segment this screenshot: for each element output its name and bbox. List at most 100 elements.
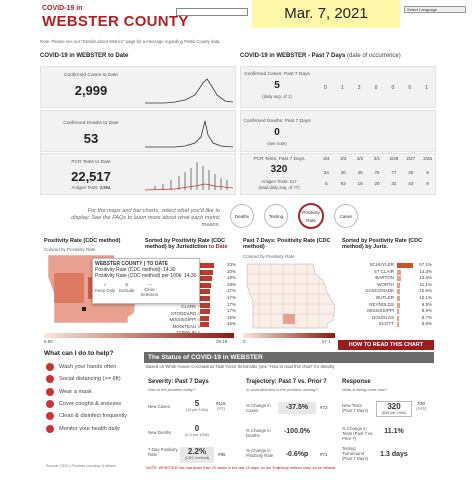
right-county[interactable]: DOUGLAS	[371, 314, 394, 320]
left-bar[interactable]	[200, 302, 210, 308]
county-tooltip: WEBSTER COUNTY | TO DATE Positivity Rate…	[92, 258, 200, 304]
right-county[interactable]: GASCONADE	[365, 288, 394, 294]
left-bar[interactable]	[200, 263, 214, 268]
resp-tests-box: 320 (835 per 100k)	[376, 401, 412, 417]
chg-deaths-label: % Change in Deaths	[246, 428, 271, 438]
tests-cell: 34	[323, 170, 329, 175]
right-bar[interactable]	[397, 302, 400, 308]
tooltip-line2: Positivity Rate (CDC method) per 100k: 1…	[95, 273, 197, 279]
help-item: Wash your hands often	[46, 361, 142, 373]
hand-wash-icon	[46, 363, 54, 372]
deaths-button[interactable]: Deaths	[230, 204, 254, 228]
chg-pos-value: -0.6%p	[278, 449, 316, 461]
tests-cell: 92	[340, 181, 346, 186]
tests-cell: 40	[408, 170, 414, 175]
right-bar[interactable]	[397, 295, 400, 301]
date-cell: 3/2	[357, 156, 364, 161]
antigen-value: 3,954	[99, 185, 111, 190]
right-county[interactable]: BUTLER	[376, 294, 394, 300]
right-pct: 10.6%	[419, 288, 432, 294]
left-pct: 18%	[226, 281, 236, 287]
right-county[interactable]: WORTH	[377, 281, 394, 287]
pcr-label: PCR Tests to Date	[71, 160, 111, 165]
past7-cases-value: 5	[274, 80, 280, 91]
left-county[interactable]: MONITEAU 6	[172, 323, 200, 329]
left-bar[interactable]	[200, 276, 212, 282]
tests-cell: 77	[391, 170, 397, 175]
tests-cell: 43	[408, 181, 414, 186]
status-heading: The Status of COVID-19 in WEBSTER	[144, 352, 434, 363]
right-county[interactable]: REYNOLDS	[369, 301, 394, 307]
keep-only-button[interactable]: ✓ Keep Only	[95, 282, 116, 293]
deaths-value: 53	[83, 131, 99, 146]
left-bar[interactable]	[200, 315, 209, 321]
response-sub: What is being done now?	[342, 387, 387, 392]
right-bar[interactable]	[397, 269, 401, 275]
pos-label: 7-Day Positivity Rate	[148, 447, 178, 457]
past7-deaths-label: Confirmed Deaths: Past 7 Days	[243, 119, 311, 124]
cases-button[interactable]: Cases	[334, 204, 358, 228]
tests-cell: 5	[325, 181, 328, 186]
date-header-row: 3/4 3/3 3/2 3/1 2/28 2/27 2/26	[318, 156, 436, 161]
positivity-rate-button[interactable]: Positivity Rate	[298, 203, 324, 229]
chg-pos-rank: #71	[320, 452, 328, 457]
right-bar[interactable]	[397, 263, 413, 268]
left-county[interactable]: CLARK 7	[181, 304, 200, 309]
daily-cell: 0	[408, 85, 412, 91]
right-county[interactable]: BARTON	[375, 275, 394, 281]
testing-button[interactable]: Testing	[264, 204, 288, 228]
right-bar[interactable]	[397, 282, 400, 288]
left-bar[interactable]	[200, 269, 213, 275]
past7-tests-total: (total daily avg. of 77)	[258, 185, 300, 190]
right-county[interactable]: MISSISSIPPI	[367, 308, 394, 314]
left-pct-list: 23% 20% 19% 18% 17% 17% 17% 17% 16% 16%	[214, 262, 236, 328]
right-legend-max: 57.1	[322, 339, 331, 344]
tests-cell: 45	[357, 170, 363, 175]
pos-box: 2.2% (CDC method)	[180, 447, 214, 463]
exclude-button[interactable]: ⊘ Exclude	[119, 282, 135, 293]
tests-cell: 40	[340, 170, 346, 175]
new-deaths-sub: (0.0 per 100k)	[185, 433, 209, 437]
right-pct: 8.7%	[421, 314, 432, 320]
chg-pos-label: % Change in Positivity Rate	[246, 448, 274, 458]
chg-cases-label: % Change in Cases	[246, 403, 271, 413]
language-select[interactable]: Select Language	[404, 6, 466, 13]
right-bar[interactable]	[397, 276, 401, 282]
daily-cell: 0	[324, 85, 327, 91]
right-county[interactable]: SCHUYLER	[369, 262, 394, 267]
left-county[interactable]: DUNKLIN 6	[150, 330, 200, 337]
left-bar[interactable]	[200, 309, 210, 315]
how-to-read-button[interactable]: HOW TO READ THIS CHART	[338, 340, 434, 350]
left-county[interactable]: STODDARD 6	[171, 310, 200, 316]
left-bar[interactable]	[200, 289, 210, 295]
chg-cases-value: -37.5%	[278, 402, 316, 414]
resp-turn-label: Testing Turnaround (Past 7 Days)	[342, 446, 369, 461]
new-cases-box: 5 (13 per 100k)	[182, 399, 212, 417]
pcr-sparkline	[145, 162, 233, 191]
search-input[interactable]	[176, 8, 248, 16]
right-bar[interactable]	[397, 309, 399, 315]
antigen-label: Antigen Tests:	[71, 185, 99, 190]
left-bar[interactable]	[200, 322, 209, 328]
right-county[interactable]: SCOTT	[378, 321, 394, 327]
response-title: Response	[342, 379, 371, 385]
right-bar[interactable]	[397, 289, 400, 295]
antigen-line: Antigen Tests: 3,954	[41, 185, 141, 190]
right-bar[interactable]	[397, 315, 399, 321]
left-county[interactable]: MISSISSIPPI 6	[169, 317, 200, 323]
left-bar[interactable]	[200, 282, 211, 288]
missouri-map-right[interactable]	[243, 262, 339, 330]
mask-icon	[46, 387, 54, 396]
new-cases-rank: #115 (#3)	[216, 401, 226, 411]
cases-value: 2,999	[74, 83, 108, 98]
left-bar[interactable]	[200, 295, 210, 301]
daily-cell: 0	[374, 85, 378, 91]
date-cell: 3/1	[373, 156, 381, 161]
right-bar[interactable]	[397, 322, 399, 328]
help-source: Source: CDC | Pictures courtesy & others	[46, 464, 116, 468]
past7-heading: COVID-19 in WEBSTER - Past 7 Days (date …	[240, 53, 401, 59]
resp-tests-value: 320	[387, 402, 401, 411]
clear-selection-button[interactable]: — Clear Selection	[138, 282, 160, 297]
right-county[interactable]: ST CLAIR	[373, 268, 394, 274]
left-map-subheading: Colored by Positivity Rate	[44, 247, 96, 252]
